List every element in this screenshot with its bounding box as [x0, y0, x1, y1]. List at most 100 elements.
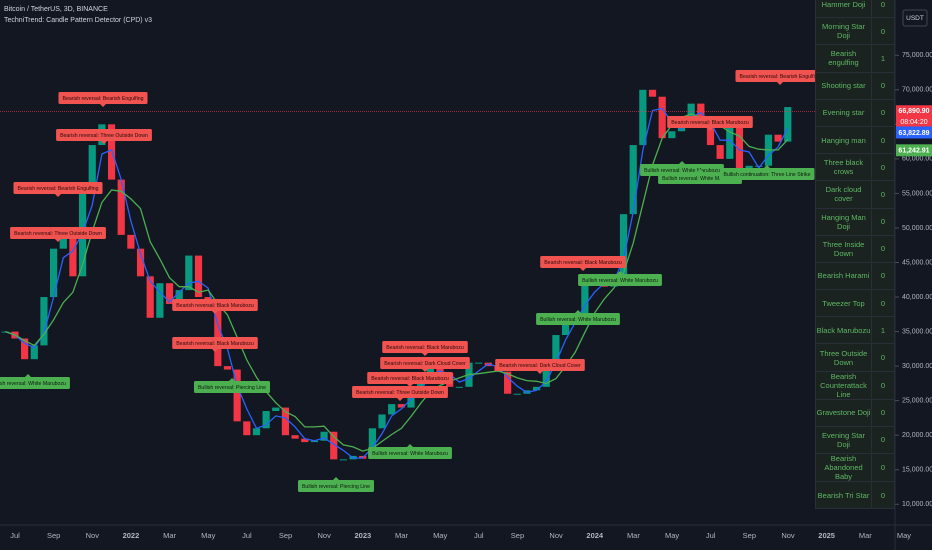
label-text: Bullish reversal: White Marubozu	[582, 278, 658, 284]
x-tick-label: May	[665, 531, 679, 540]
pattern-count: 0	[871, 98, 895, 127]
pattern-count: 0	[871, 234, 895, 263]
label-pointer	[407, 444, 413, 447]
y-tick-label: 55,000.00	[902, 190, 932, 197]
x-tick-label: Mar	[163, 531, 176, 540]
price-label-box	[896, 126, 932, 139]
table-row: Bearish Counterattack Line 0	[815, 370, 895, 400]
candle	[262, 411, 270, 429]
pattern-label: Bearish reversal: Three Outside Down	[352, 386, 448, 401]
pattern-count: 0	[871, 207, 895, 236]
pattern-count: 1	[871, 44, 895, 73]
label-text: Bearish reversal: Bearish Engulfing	[17, 186, 98, 192]
candle	[339, 459, 347, 461]
label-text: Bullish reversal: White Marubozu	[540, 317, 616, 323]
y-tick-label: 30,000.00	[902, 363, 932, 370]
symbol: Bitcoin / TetherUS, 3D, BINANCE	[4, 6, 108, 13]
pattern-name: Evening Star Doji	[815, 425, 872, 455]
pattern-name: Tweezer Top	[815, 289, 872, 318]
y-tick-label: 15,000.00	[902, 467, 932, 474]
pattern-label: Bearish reversal: Black Marubozu	[540, 256, 626, 271]
y-tick-label: 75,000.00	[902, 52, 932, 59]
y-tick-label: 60,000.00	[902, 156, 932, 163]
pattern-label: Bearish reversal: Black Marubozu	[382, 341, 468, 356]
pattern-count: 0	[871, 398, 895, 427]
candle	[50, 248, 58, 298]
candle	[784, 107, 792, 142]
x-tick-label: Sep	[279, 531, 292, 540]
label-pointer	[422, 353, 428, 356]
pattern-count: 0	[871, 17, 895, 46]
label-box	[297, 480, 375, 492]
y-tick-label: 50,000.00	[902, 225, 932, 232]
pattern-label: Bearish reversal: Black Marubozu	[172, 299, 258, 314]
pattern-label: Bearish reversal: Bearish Engulfing	[58, 92, 148, 107]
pattern-name: Hanging Man Doji	[815, 207, 872, 236]
candle	[320, 431, 328, 441]
label-box	[10, 227, 106, 239]
price-label: 63,822.89	[898, 130, 929, 137]
label-box	[540, 256, 626, 268]
x-tick-label: May	[433, 531, 447, 540]
pattern-table: Hammer Doji 0 Morning Star Doji 0 Bearish en…	[815, 0, 895, 510]
label-text: Bearish reversal: Dark Cloud Cover	[384, 361, 466, 367]
overlay: 75,000.0070,000.0065,000.0060,000.0055,0…	[0, 9, 932, 540]
pattern-name: Bearish engulfing	[815, 44, 872, 73]
label-pointer	[100, 104, 106, 107]
label-text: Bullish reversal: White Marubozu	[644, 168, 720, 174]
label-pointer	[537, 371, 543, 374]
pattern-name: Bearish Abandoned Baby	[815, 453, 872, 482]
table-row: Morning Star Doji 0	[815, 17, 895, 46]
pattern-name: Gravestone Doji	[815, 398, 872, 427]
x-tick-label: Mar	[395, 531, 408, 540]
label-box	[495, 359, 585, 371]
pattern-name: Hanging man	[815, 125, 872, 155]
label-text: Bearish reversal: Dark Cloud Cover	[499, 363, 581, 369]
price-label: 61,242.91	[898, 148, 929, 155]
x-tick-label: Nov	[86, 531, 100, 540]
label-box	[13, 182, 103, 194]
label-text: Bearish reversal: Black Marubozu	[371, 376, 449, 382]
pattern-count: 0	[871, 370, 895, 400]
candle	[185, 255, 193, 291]
candle	[194, 255, 203, 298]
candle	[504, 371, 512, 394]
pattern-count: 0	[871, 425, 895, 455]
label-text: Bearish reversal: Three Outside Down	[14, 231, 102, 237]
x-tick-label: Sep	[47, 531, 60, 540]
label-box	[536, 313, 620, 325]
pattern-label: Bullish reversal: Piercing Line	[297, 477, 375, 492]
candle	[755, 165, 763, 167]
candle	[455, 386, 463, 388]
pattern-label: Bearish reversal: Black Marubozu	[367, 372, 453, 387]
label-pointer	[575, 310, 581, 313]
pattern-name: Hammer Doji	[815, 0, 872, 19]
table-row: Dark cloud cover 0	[815, 180, 895, 209]
label-pointer	[212, 311, 218, 314]
pattern-label: Bearish reversal: Three Outside Down	[56, 129, 152, 144]
candle	[706, 117, 715, 146]
currency-box	[902, 9, 928, 27]
candle	[301, 438, 309, 443]
label-text: Bearish reversal: Three Outside Down	[356, 390, 444, 396]
label-text: Bullish reversal: White Marubozu	[0, 381, 66, 387]
label-pointer	[777, 82, 783, 85]
table-row: Bearish Abandoned Baby 0	[815, 453, 895, 482]
pattern-label: Bullish reversal: White Marubozu	[0, 374, 70, 389]
candle	[426, 362, 434, 377]
pattern-label: Bullish reversal: White Marubozu	[536, 310, 620, 325]
candle	[735, 117, 744, 173]
label-box	[367, 372, 453, 384]
table-row: Tweezer Top 0	[815, 289, 895, 318]
x-tick-label: Nov	[318, 531, 332, 540]
table-row: Bearish engulfing 1	[815, 44, 895, 73]
pattern-count: 0	[871, 480, 895, 510]
pattern-label: Bullish reversal: Piercing Line	[193, 378, 271, 393]
candle	[552, 335, 560, 367]
label-pointer	[333, 477, 339, 480]
pattern-name: Dark cloud cover	[815, 180, 872, 209]
label-box	[0, 377, 70, 389]
label-text: Bearish reversal: Black Marubozu	[176, 341, 254, 347]
x-tick-label: Sep	[743, 531, 756, 540]
